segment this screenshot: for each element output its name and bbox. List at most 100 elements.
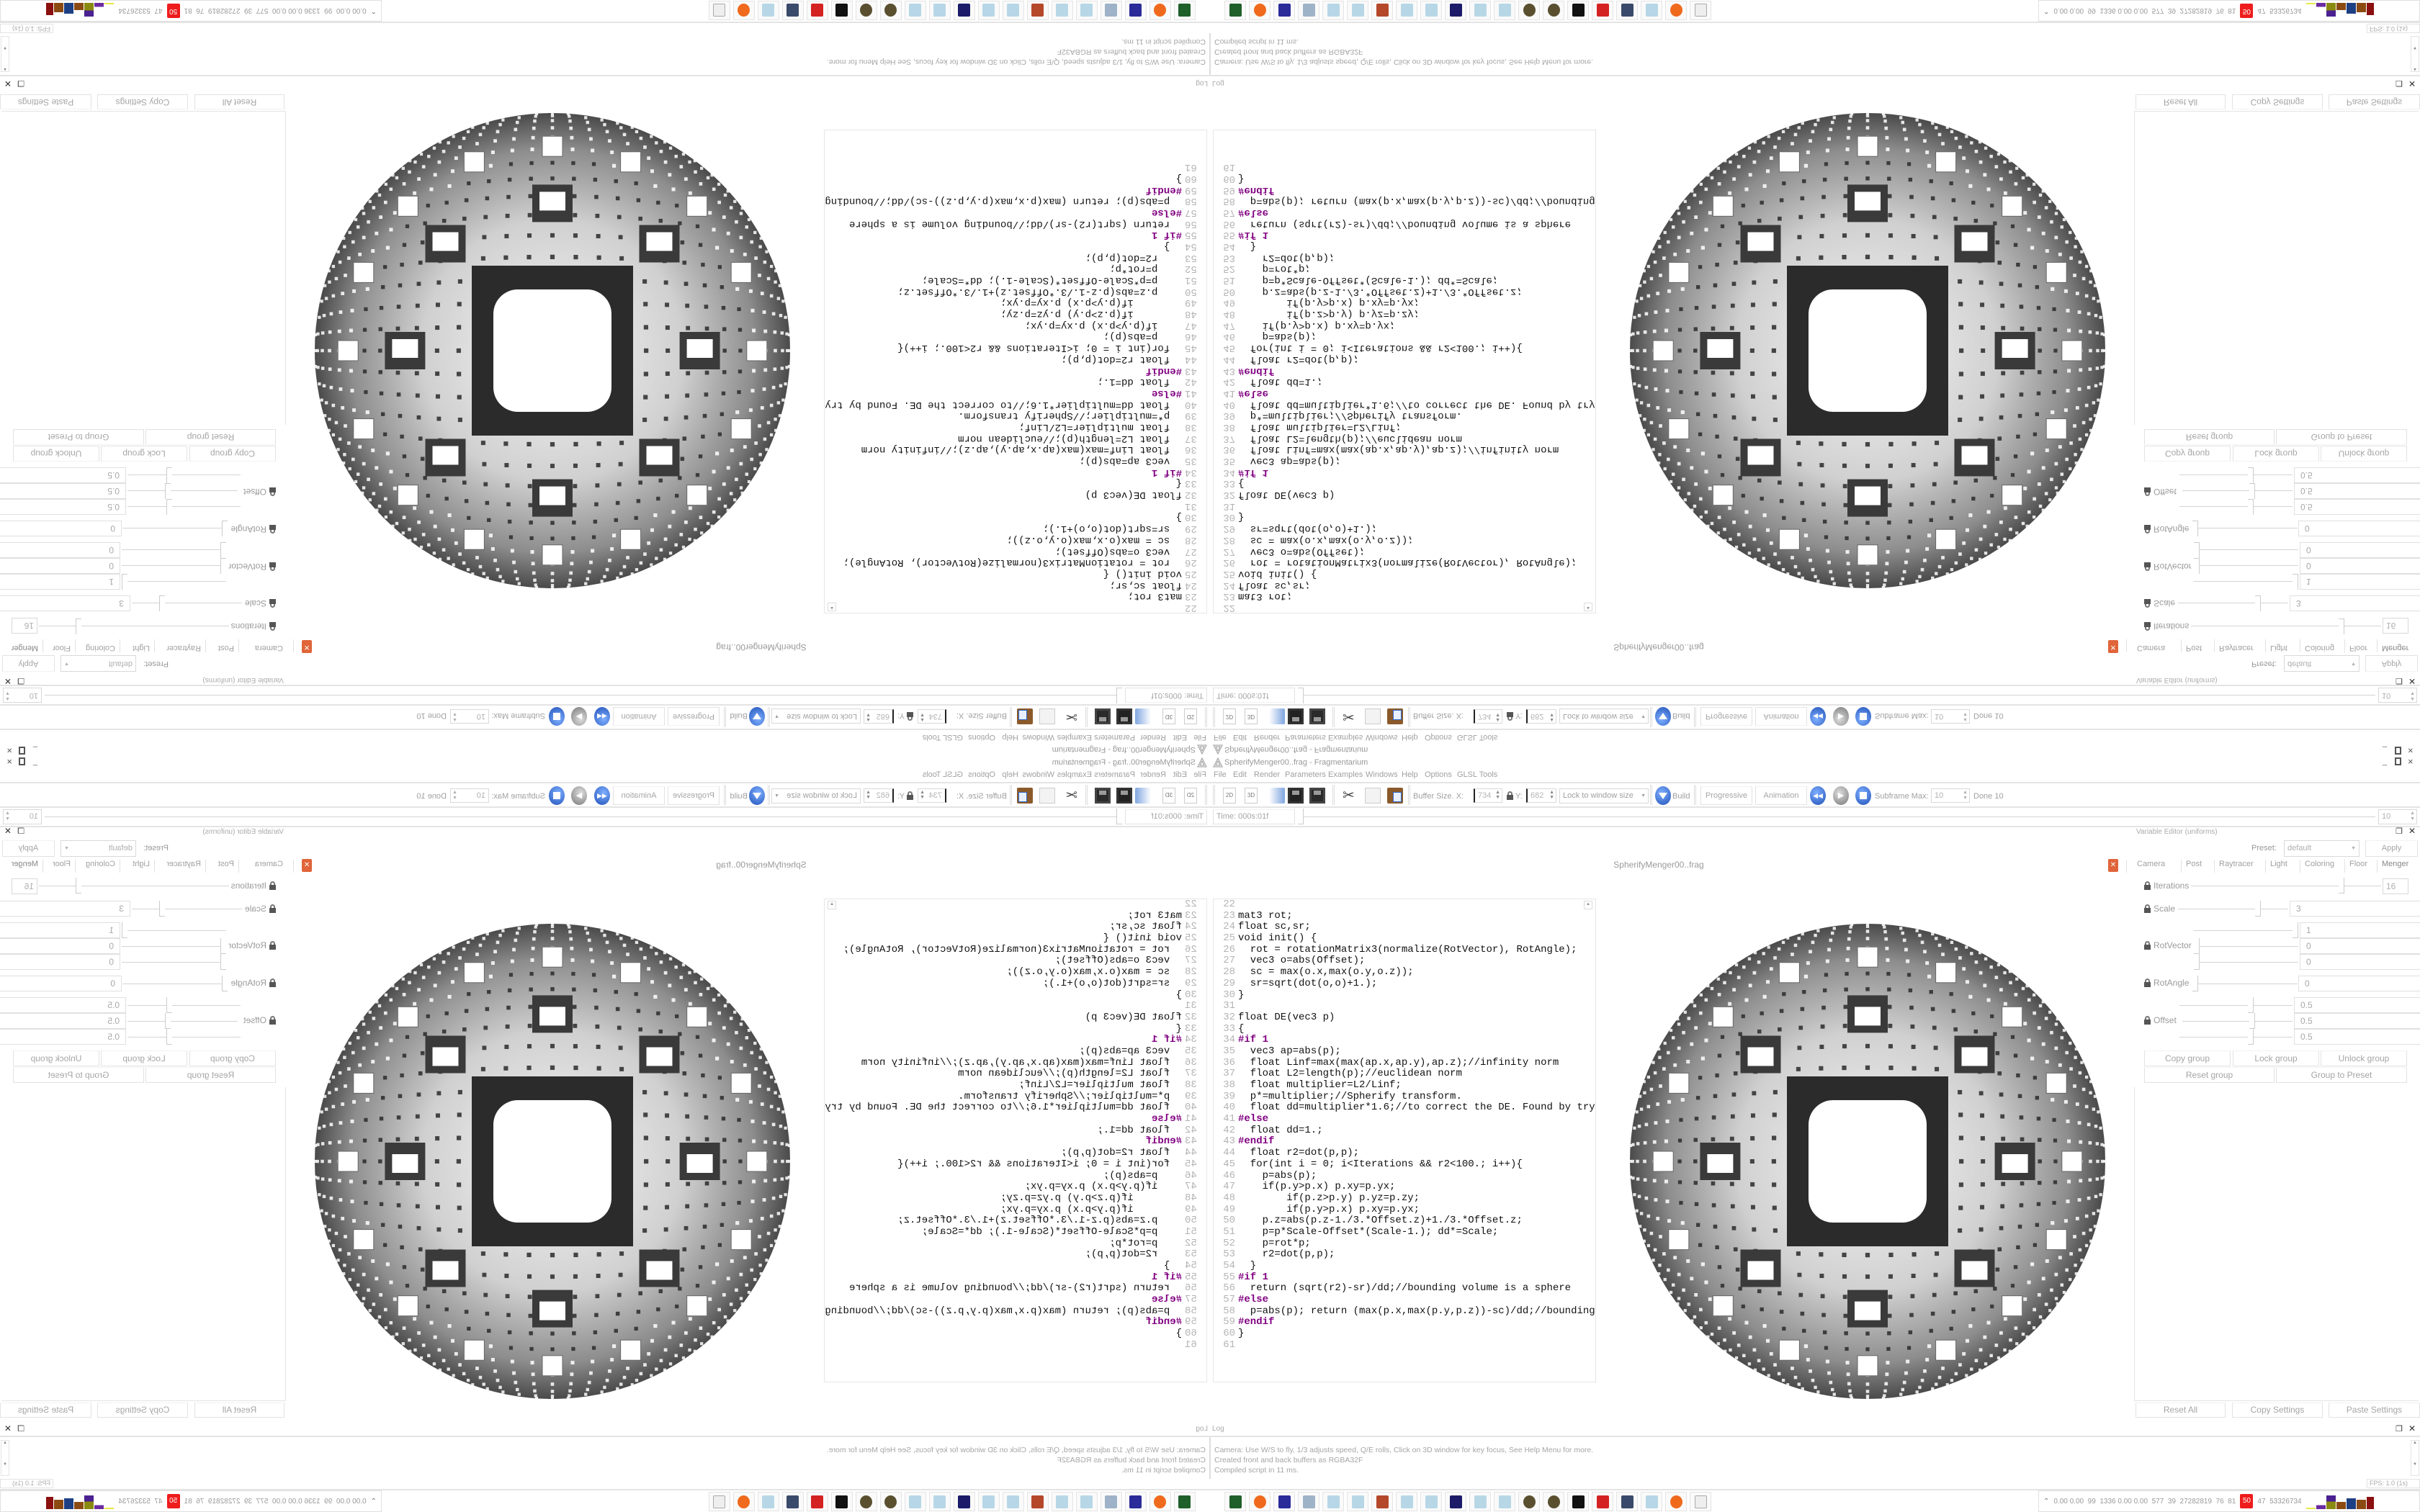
scale-input[interactable]: 3 <box>0 901 130 917</box>
unlock-group-button[interactable]: Unlock group <box>2321 1050 2407 1066</box>
log-output[interactable]: Camera: Use W/S to fly, 1/3 adjusts spee… <box>0 33 1210 75</box>
offset-x-input[interactable]: 0.5 <box>2294 499 2420 515</box>
tab-camera[interactable]: Camera <box>2126 639 2166 652</box>
slider-handle[interactable] <box>2194 558 2200 574</box>
iterations-slider[interactable] <box>2191 878 2381 894</box>
taskbar-button[interactable] <box>1150 1 1171 20</box>
rotangle-slider[interactable] <box>122 520 228 536</box>
paste-icon[interactable] <box>1017 788 1033 804</box>
menu-parameters[interactable]: Parameters <box>1094 770 1135 779</box>
slider-handle[interactable] <box>220 542 226 558</box>
save-as-icon[interactable] <box>1095 708 1111 724</box>
slider-handle[interactable] <box>220 938 226 954</box>
apply-button[interactable]: Apply <box>2 655 55 672</box>
menger-sphere-render[interactable] <box>1599 875 2132 1436</box>
lock-rotvector-icon[interactable] <box>269 562 276 571</box>
slider-handle[interactable] <box>2248 1029 2254 1045</box>
close-tab-icon[interactable]: ✕ <box>302 859 312 872</box>
tab-menger[interactable]: Menger <box>11 639 43 652</box>
menu-windows[interactable]: Windows <box>1022 770 1054 779</box>
taskbar-button[interactable] <box>1027 1492 1049 1511</box>
menu-examples[interactable]: Examples <box>1328 733 1363 742</box>
rotangle-input[interactable]: 0 <box>0 521 122 536</box>
tab-menger[interactable]: Menger <box>11 860 43 873</box>
offset-x-input[interactable]: 0.5 <box>0 997 126 1013</box>
animation-button[interactable]: Animation <box>1755 786 1807 805</box>
scale-input[interactable]: 3 <box>2290 901 2420 917</box>
rotvector-y-input[interactable]: 0 <box>0 558 120 574</box>
taskbar-button[interactable] <box>807 1 828 20</box>
rotvector-z-slider[interactable] <box>122 954 226 971</box>
minimize-button[interactable]: _ <box>32 757 37 766</box>
copy-icon[interactable] <box>1365 788 1381 804</box>
rotvector-y-slider[interactable] <box>122 557 226 574</box>
restore-button[interactable] <box>2395 747 2401 755</box>
copy-group-button[interactable]: Copy group <box>189 1050 276 1066</box>
save-icon[interactable] <box>1288 708 1304 724</box>
float-panel-icon[interactable]: ❐ <box>2396 1425 2403 1434</box>
rewind-icon[interactable]: ◀◀ <box>1810 786 1826 805</box>
lock-aspect-icon[interactable] <box>907 791 913 800</box>
menu-options[interactable]: Options <box>968 770 995 779</box>
save-as-icon[interactable] <box>1095 788 1111 804</box>
slider-handle[interactable] <box>166 467 172 483</box>
taskbar-button[interactable] <box>1150 1492 1171 1511</box>
play-icon[interactable]: ▶ <box>1833 786 1849 805</box>
menu-examples[interactable]: Examples <box>1057 733 1092 742</box>
stop-icon[interactable] <box>549 707 565 726</box>
slider-handle[interactable] <box>2255 595 2262 611</box>
reset-group-button[interactable]: Reset group <box>2144 429 2275 445</box>
offset-x-input[interactable]: 0.5 <box>0 499 126 515</box>
slider-handle[interactable] <box>2249 1013 2255 1029</box>
scroll-up-icon[interactable]: ▲ <box>1584 901 1592 909</box>
tab-coloring[interactable]: Coloring <box>86 639 120 652</box>
paste-icon[interactable] <box>1387 708 1403 724</box>
lock-rotvector-icon[interactable] <box>269 941 276 950</box>
offset-x-slider[interactable] <box>127 498 241 515</box>
offset-z-slider[interactable] <box>127 1029 241 1045</box>
code-editor[interactable]: 22 23 mat3 rot; 24 float sc,sr; 25 void init()… <box>1213 899 1596 1382</box>
taskbar-button[interactable] <box>1249 1 1270 20</box>
scale-input[interactable]: 3 <box>0 595 130 611</box>
offset-z-input[interactable]: 0.5 <box>2294 1029 2420 1045</box>
rotangle-slider[interactable] <box>122 976 228 992</box>
close-panel-icon[interactable]: ✕ <box>4 78 12 89</box>
build-icon[interactable] <box>1655 786 1671 805</box>
build-button[interactable]: Build <box>1672 711 1690 720</box>
editor-tab[interactable]: SpherifyMenger00..frag <box>716 642 807 652</box>
taskbar-button[interactable] <box>831 1 853 20</box>
rewind-icon[interactable]: ◀◀ <box>1810 707 1826 726</box>
menu-examples[interactable]: Examples <box>1057 770 1092 779</box>
subframe-max-input[interactable]: 10 ▲ ▼ <box>450 709 489 724</box>
scale-slider[interactable] <box>2178 595 2288 611</box>
build-button[interactable]: Build <box>1672 792 1690 801</box>
tray-alert-badge[interactable]: 50 <box>166 1494 180 1508</box>
copy-icon[interactable] <box>1365 708 1381 724</box>
cut-icon[interactable]: ✂ <box>1065 788 1077 804</box>
close-button[interactable]: × <box>6 756 12 767</box>
cut-icon[interactable]: ✂ <box>1343 708 1355 724</box>
float-panel-icon[interactable]: ❐ <box>17 676 24 685</box>
lock-mode-select[interactable]: Lock to window size ▼ <box>771 788 861 804</box>
menger-sphere-render[interactable] <box>288 875 821 1436</box>
rotvector-z-slider[interactable] <box>2194 954 2298 971</box>
offset-y-slider[interactable] <box>2182 1013 2293 1030</box>
taskbar-button[interactable] <box>1298 1492 1319 1511</box>
tray-expand-icon[interactable]: ⌃ <box>370 6 377 15</box>
subframe-max-input[interactable]: 10 ▲ ▼ <box>1931 788 1970 803</box>
paste-icon[interactable] <box>1017 708 1033 724</box>
slider-handle[interactable] <box>2293 574 2298 590</box>
toolbar-handle[interactable] <box>1213 785 1215 805</box>
frames-input[interactable]: 10 ▲ ▼ <box>2378 809 2417 824</box>
menu-render[interactable]: Render <box>1254 733 1281 742</box>
slider-handle[interactable] <box>76 618 82 634</box>
offset-y-input[interactable]: 0.5 <box>0 1013 126 1029</box>
taskbar-button[interactable] <box>978 1492 1000 1511</box>
toolbar-handle[interactable] <box>1213 707 1215 727</box>
taskbar-button[interactable] <box>1273 1492 1295 1511</box>
rotvector-y-input[interactable]: 0 <box>2300 938 2420 954</box>
save-as-icon[interactable] <box>1309 788 1325 804</box>
spin-arrows-icon[interactable]: ▲ ▼ <box>1963 711 1968 722</box>
build-icon[interactable] <box>749 786 765 805</box>
menu-edit[interactable]: Edit <box>1173 770 1187 779</box>
